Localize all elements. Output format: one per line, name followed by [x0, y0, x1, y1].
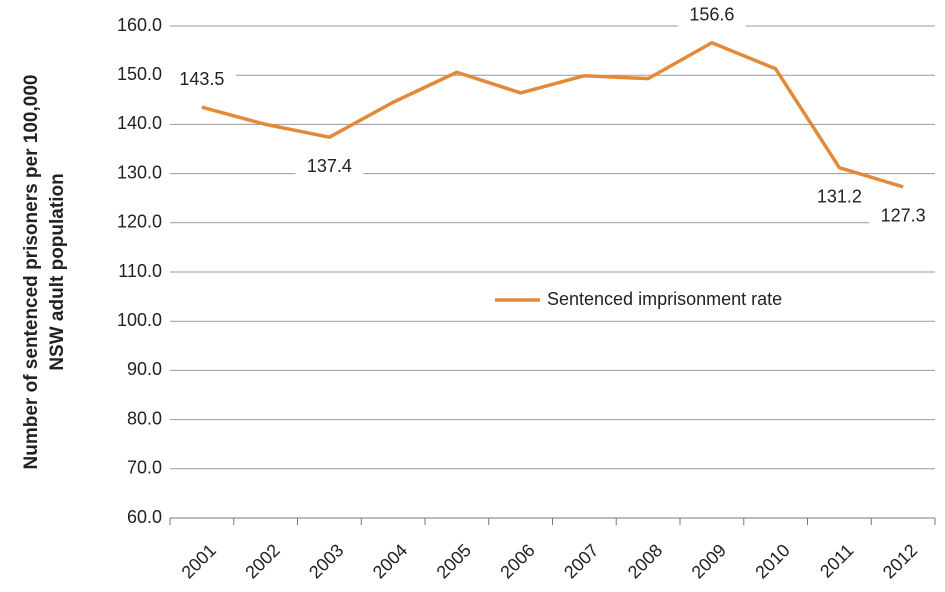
x-tick-label: 2003	[305, 540, 347, 582]
y-tick-label: 100.0	[117, 310, 162, 330]
x-tick-label: 2004	[369, 540, 411, 582]
line	[201, 40, 904, 189]
y-tick-label: 60.0	[127, 507, 162, 527]
x-tick-label: 2001	[178, 540, 220, 582]
data-label-bg	[167, 68, 236, 93]
y-tick-label: 150.0	[117, 64, 162, 84]
data-label-bg	[805, 185, 874, 210]
x-tick-label: 2007	[560, 540, 602, 582]
x-tick-label: 2008	[624, 540, 666, 582]
x-tick-label: 2005	[433, 540, 475, 582]
data-label: 127.3	[881, 206, 926, 226]
y-tick-label: 90.0	[127, 359, 162, 379]
y-tick-label: 70.0	[127, 458, 162, 478]
y-tick-label: 110.0	[118, 261, 162, 281]
x-tick-label: 2002	[241, 540, 283, 582]
y-axis-label: Number of sentenced prisoners per 100,00…	[21, 75, 42, 470]
x-tick-label: 2012	[879, 540, 921, 582]
x-tick-label: 2010	[751, 540, 793, 582]
data-label-bg	[295, 155, 364, 180]
y-axis-label: NSW adult population	[47, 173, 68, 370]
data-label: 137.4	[307, 156, 352, 176]
data-label: 143.5	[179, 69, 224, 89]
data-label: 156.6	[689, 4, 734, 24]
y-tick-label: 120.0	[117, 212, 162, 232]
y-tick-label: 80.0	[127, 408, 162, 428]
x-tick-label: 2009	[688, 540, 730, 582]
data-label-bg	[869, 204, 938, 229]
y-tick-label: 130.0	[117, 162, 162, 182]
data-label: 131.2	[817, 186, 862, 206]
legend-label: Sentenced imprisonment rate	[547, 289, 782, 309]
x-tick-label: 2006	[496, 540, 538, 582]
x-tick-label: 2011	[816, 540, 858, 582]
y-tick-label: 160.0	[117, 15, 162, 35]
data-label-bg	[677, 3, 746, 28]
y-tick-label: 140.0	[117, 113, 162, 133]
